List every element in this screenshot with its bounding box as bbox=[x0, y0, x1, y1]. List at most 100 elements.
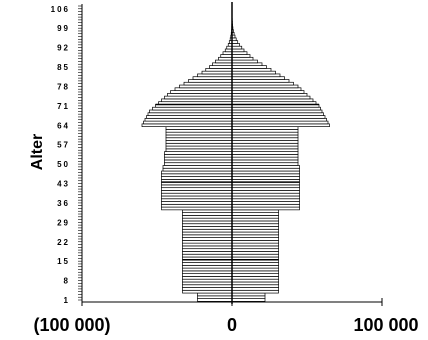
bar-left-age-76 bbox=[170, 90, 233, 94]
bar-left-age-6 bbox=[182, 284, 233, 288]
bar-right-age-28 bbox=[231, 223, 279, 227]
x-ticks-group: (100 000) 0 100 000 bbox=[33, 315, 418, 335]
bar-left-age-23 bbox=[182, 237, 233, 241]
bar-left-age-25 bbox=[182, 231, 233, 236]
bars-group bbox=[141, 4, 330, 302]
bar-right-age-11 bbox=[231, 270, 279, 275]
bar-left-age-53 bbox=[164, 154, 233, 158]
bar-right-age-48 bbox=[231, 167, 300, 172]
bar-right-age-17 bbox=[231, 253, 279, 258]
bar-left-age-68 bbox=[147, 112, 233, 116]
bar-right-age-92 bbox=[231, 45, 243, 50]
bar-left-age-73 bbox=[161, 98, 233, 103]
bar-left-age-32 bbox=[182, 212, 233, 216]
bar-left-age-85 bbox=[209, 65, 233, 69]
bar-right-age-69 bbox=[231, 109, 323, 114]
bar-left-age-4 bbox=[182, 289, 233, 294]
bar-left-age-61 bbox=[165, 131, 233, 136]
y-tick-label: 1 bbox=[64, 296, 70, 305]
bar-right-age-4 bbox=[231, 289, 279, 294]
bar-right-age-13 bbox=[231, 264, 279, 269]
bar-right-age-51 bbox=[231, 159, 299, 164]
bar-right-age-58 bbox=[231, 140, 299, 144]
bar-right-age-82 bbox=[231, 73, 281, 78]
bar-right-age-24 bbox=[231, 234, 279, 238]
bar-left-age-75 bbox=[167, 93, 233, 97]
y-tick-label: 78 bbox=[57, 82, 70, 91]
bar-right-age-1 bbox=[231, 298, 266, 302]
bar-right-age-60 bbox=[231, 134, 299, 139]
bar-left-age-10 bbox=[182, 273, 233, 277]
bar-left-age-82 bbox=[197, 73, 233, 78]
bar-right-age-30 bbox=[231, 217, 279, 222]
bar-left-age-59 bbox=[165, 137, 233, 141]
bar-right-age-53 bbox=[231, 154, 299, 158]
y-tick-label: 71 bbox=[57, 102, 70, 111]
bar-right-age-31 bbox=[231, 215, 279, 219]
bar-left-age-3 bbox=[197, 292, 233, 297]
bar-right-age-91 bbox=[231, 48, 245, 53]
y-tick-label: 43 bbox=[57, 180, 70, 189]
bar-left-age-64 bbox=[141, 123, 233, 127]
bar-right-age-8 bbox=[231, 278, 279, 283]
bar-left-age-48 bbox=[162, 167, 233, 172]
bar-right-age-88 bbox=[231, 56, 254, 61]
y-tick-label: 92 bbox=[57, 44, 70, 53]
bar-left-age-45 bbox=[161, 176, 233, 180]
bar-right-age-59 bbox=[231, 137, 299, 141]
bar-left-age-26 bbox=[182, 228, 233, 233]
bar-left-age-81 bbox=[192, 76, 233, 80]
bar-right-age-74 bbox=[231, 95, 311, 100]
bar-left-age-84 bbox=[205, 68, 233, 72]
bar-right-age-33 bbox=[231, 209, 279, 213]
bar-left-age-55 bbox=[165, 148, 233, 152]
bar-right-age-47 bbox=[231, 170, 300, 175]
y-tick-label: 29 bbox=[57, 218, 70, 227]
bar-right-age-37 bbox=[231, 198, 300, 202]
bar-right-age-45 bbox=[231, 176, 300, 180]
bar-left-age-21 bbox=[182, 242, 233, 247]
bar-left-age-29 bbox=[182, 220, 233, 225]
bar-right-age-61 bbox=[231, 131, 299, 136]
y-tick-label: 15 bbox=[57, 257, 70, 266]
bar-right-age-49 bbox=[231, 165, 300, 169]
bar-right-age-68 bbox=[231, 112, 324, 116]
bar-right-age-85 bbox=[231, 65, 267, 69]
y-tick-label: 57 bbox=[57, 141, 70, 150]
bar-right-age-50 bbox=[231, 162, 299, 166]
bar-right-age-25 bbox=[231, 231, 279, 236]
bar-right-age-55 bbox=[231, 148, 299, 152]
bar-right-age-86 bbox=[231, 62, 263, 66]
y-tick-label: 50 bbox=[57, 160, 70, 169]
bar-left-age-20 bbox=[182, 245, 233, 250]
bar-left-age-87 bbox=[215, 59, 233, 64]
bar-left-age-86 bbox=[212, 62, 233, 66]
bar-left-age-49 bbox=[162, 165, 233, 169]
bar-right-age-94 bbox=[231, 40, 239, 44]
bar-left-age-9 bbox=[182, 276, 233, 280]
bar-left-age-35 bbox=[161, 203, 233, 208]
y-tick-label: 99 bbox=[57, 24, 70, 33]
bar-left-age-2 bbox=[197, 295, 233, 299]
bar-right-age-34 bbox=[231, 206, 300, 211]
bar-right-age-39 bbox=[231, 192, 300, 197]
bar-right-age-3 bbox=[231, 292, 266, 297]
bar-left-age-13 bbox=[182, 264, 233, 269]
bar-left-age-5 bbox=[182, 287, 233, 291]
y-tick-label: 106 bbox=[51, 5, 70, 14]
bar-right-age-32 bbox=[231, 212, 279, 216]
bar-left-age-14 bbox=[182, 262, 233, 266]
bar-left-age-41 bbox=[161, 187, 233, 191]
bar-right-age-6 bbox=[231, 284, 279, 288]
bar-left-age-46 bbox=[161, 173, 233, 177]
bar-right-age-21 bbox=[231, 242, 279, 247]
x-tick-label: (100 000) bbox=[33, 315, 110, 335]
y-ticks-group: 1 8 15 22 29 36 43 50 57 64 71 78 85 92 99 106 bbox=[51, 5, 70, 305]
bar-left-age-18 bbox=[182, 251, 233, 255]
bar-right-age-89 bbox=[231, 54, 251, 58]
bar-left-age-56 bbox=[165, 145, 233, 150]
bar-left-age-17 bbox=[182, 253, 233, 258]
bar-right-age-79 bbox=[231, 81, 294, 86]
bar-right-age-52 bbox=[231, 156, 299, 161]
bar-right-age-35 bbox=[231, 203, 300, 208]
